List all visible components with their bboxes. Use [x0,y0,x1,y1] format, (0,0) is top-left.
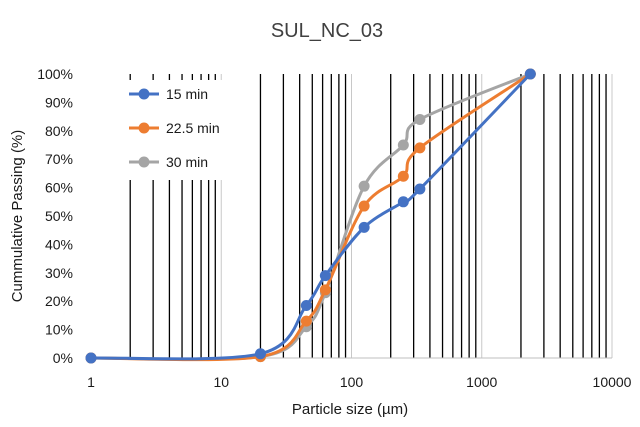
y-tick-label: 60% [45,180,73,196]
legend-label: 15 min [166,86,208,102]
data-point [524,68,536,80]
y-tick-label: 50% [45,208,73,224]
data-point [397,196,409,208]
data-point [397,170,409,182]
data-point [300,315,312,327]
series-15-min [85,68,536,364]
data-point [358,180,370,192]
data-point [397,139,409,151]
legend-item: 15 min [129,86,208,102]
data-point [85,352,97,364]
legend-swatch-marker [138,88,150,100]
y-tick-label: 90% [45,94,73,110]
y-tick-labels: 0% 10% 20% 30% 40% 50% 60% 70% 80% 90% 100% [37,66,73,366]
data-point [319,270,331,282]
y-tick-label: 80% [45,123,73,139]
x-tick-label: 10 [213,374,229,390]
y-tick-label: 40% [45,236,73,252]
chart-title: SUL_NC_03 [271,20,383,42]
data-point [414,142,426,154]
y-tick-label: 70% [45,151,73,167]
data-point [414,183,426,195]
legend: 15 min 22.5 min 30 min [129,86,220,170]
legend-item: 30 min [129,154,208,170]
data-point [358,221,370,233]
y-tick-label: 30% [45,265,73,281]
legend-label: 30 min [166,154,208,170]
legend-label: 22.5 min [166,120,220,136]
x-tick-label: 1000 [466,374,497,390]
y-axis-title: Cummulative Passing (%) [9,130,26,303]
x-tick-label: 10000 [593,374,632,390]
y-tick-label: 0% [53,350,73,366]
data-point [319,284,331,296]
series-layer [85,68,536,364]
y-tick-label: 10% [45,322,73,338]
legend-swatch-marker [138,156,150,168]
x-tick-label: 1 [87,374,95,390]
data-point [358,200,370,212]
data-point [300,299,312,311]
data-point [254,348,266,360]
x-tick-label: 100 [340,374,364,390]
data-point [414,113,426,125]
y-tick-label: 20% [45,293,73,309]
x-tick-labels: 1 10 100 1000 10000 [87,374,632,390]
legend-item: 22.5 min [129,120,220,136]
y-tick-label: 100% [37,66,73,82]
legend-swatch-marker [138,122,150,134]
x-axis-title: Particle size (µm) [292,401,408,418]
